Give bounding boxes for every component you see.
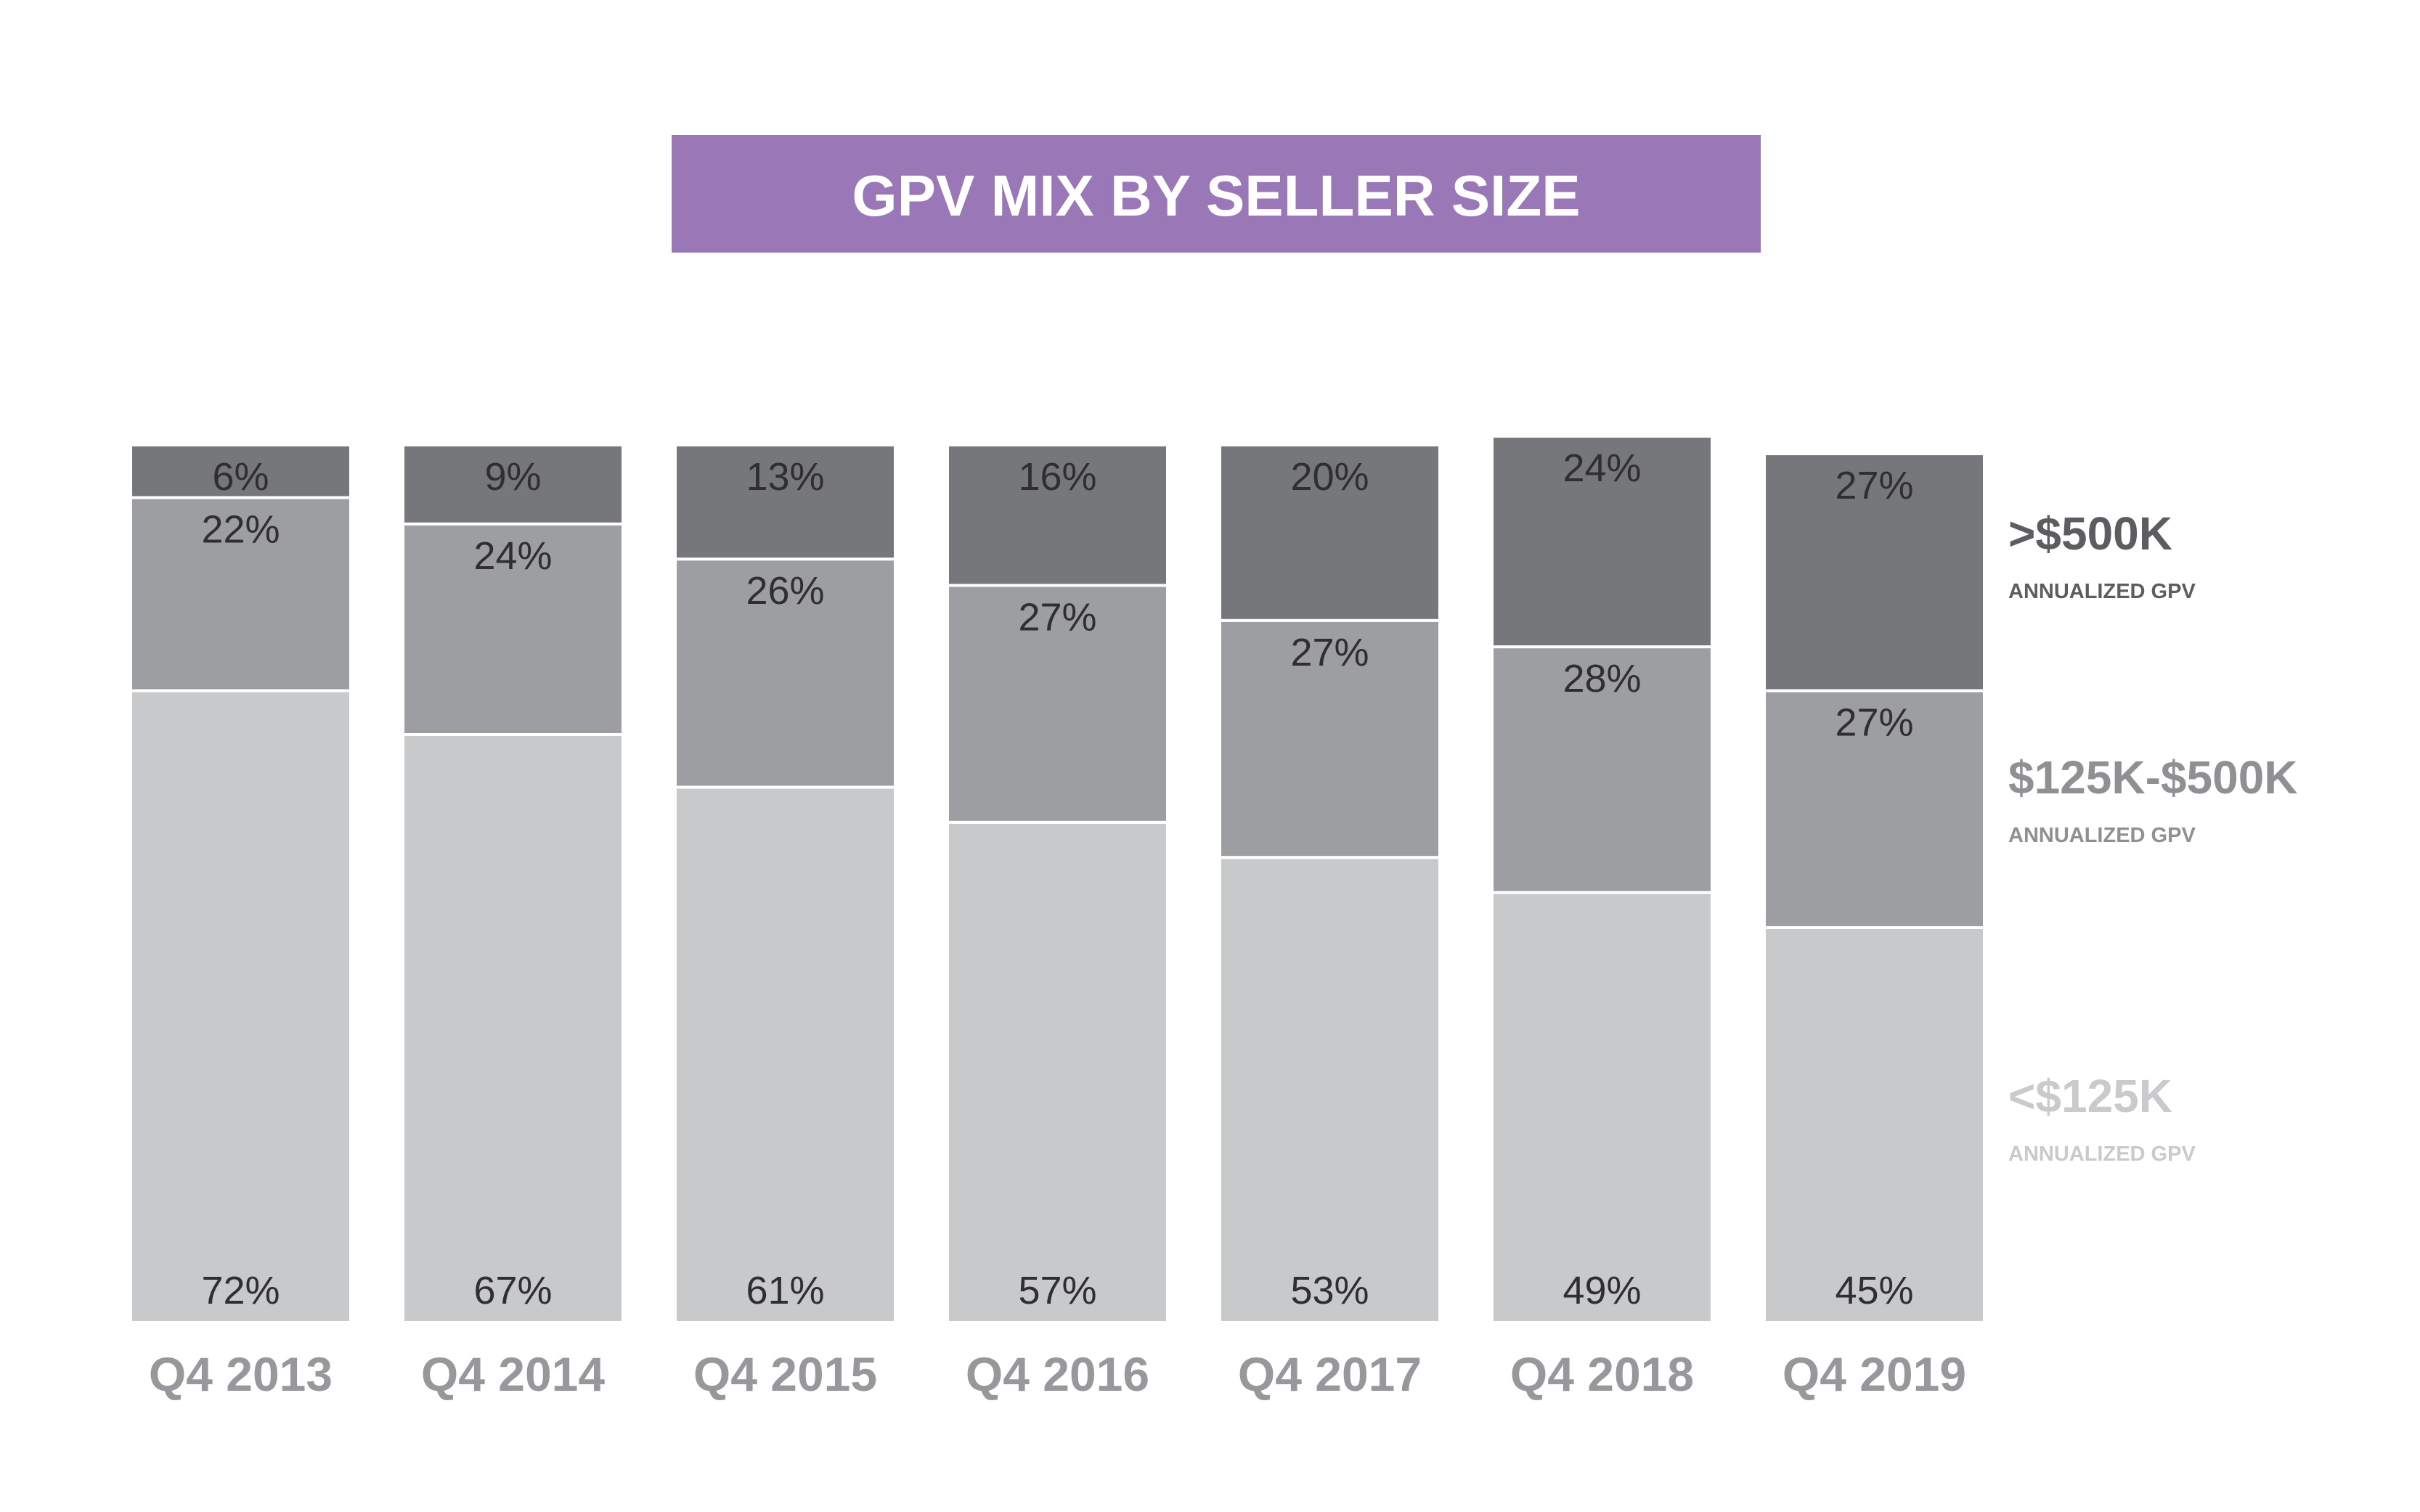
value-label: 6% <box>212 455 269 499</box>
bar-q4-2014-seg-1 <box>402 522 624 736</box>
category-label: Q4 2013 <box>149 1347 333 1401</box>
value-label: 28% <box>1563 657 1641 700</box>
bar-q4-2013-seg-0 <box>129 689 352 1324</box>
bar-q4-2016-seg-2 <box>946 444 1169 587</box>
bar-q4-2014-seg-2 <box>402 444 624 526</box>
bar-q4-2013-seg-2 <box>129 444 352 499</box>
bar-q4-2016-seg-0 <box>946 820 1169 1324</box>
value-label: 45% <box>1835 1269 1913 1312</box>
category-labels-group: Q4 2013 Q4 2014 Q4 2015 Q4 2016 Q4 2017 Q4 20… <box>149 1347 1966 1401</box>
bar-q4-2014-seg-0 <box>402 732 624 1324</box>
bar-q4-2015-seg-0 <box>674 785 897 1324</box>
category-label: Q4 2019 <box>1783 1347 1966 1401</box>
bar-q4-2018-seg-1 <box>1491 645 1714 894</box>
value-label: 27% <box>1835 464 1913 507</box>
bar-q4-2013-seg-1 <box>129 496 352 692</box>
bar-q4-2017-seg-0 <box>1218 856 1441 1324</box>
bar-q4-2019-seg-0 <box>1763 925 1986 1324</box>
category-label: Q4 2014 <box>421 1347 605 1401</box>
bars-group <box>129 434 1986 1324</box>
bar-q4-2019-seg-1 <box>1763 689 1986 929</box>
legend-sublabel: ANNUALIZED GPV <box>2008 580 2196 603</box>
bar-q4-2016-seg-1 <box>946 584 1169 824</box>
bar-q4-2015-seg-1 <box>674 557 897 789</box>
bar-q4-2017-seg-2 <box>1218 444 1441 622</box>
value-label: 26% <box>746 569 824 613</box>
value-label: 49% <box>1563 1269 1641 1312</box>
bar-q4-2018-seg-0 <box>1491 891 1714 1324</box>
title-banner <box>672 135 1761 253</box>
value-label: 16% <box>1018 455 1096 499</box>
legend: >$500K ANNUALIZED GPV $125K-$500K ANNUALIZE… <box>2008 507 2298 1166</box>
bar-q4-2018-seg-2 <box>1491 434 1714 649</box>
category-label: Q4 2016 <box>966 1347 1149 1401</box>
bar-q4-2015-seg-2 <box>674 444 897 561</box>
chart-title-text: GPV MIX BY SELLER SIZE <box>852 163 1580 228</box>
value-label: 22% <box>201 508 280 552</box>
value-label: 72% <box>201 1269 280 1312</box>
value-label: 67% <box>473 1269 552 1312</box>
value-label: 9% <box>484 455 541 499</box>
value-label: 20% <box>1290 455 1369 499</box>
value-label: 27% <box>1835 701 1913 745</box>
value-label: 27% <box>1290 631 1369 674</box>
value-label: 27% <box>1018 595 1096 639</box>
value-label: 53% <box>1290 1269 1369 1312</box>
value-label: 13% <box>746 455 824 499</box>
value-label: 24% <box>473 534 552 578</box>
value-label: 24% <box>1563 446 1641 490</box>
category-label: Q4 2015 <box>693 1347 877 1401</box>
value-labels-group: 72% 22% 6% 67% 24% 9% 61% 26% 13% 57% 27% 16% 53% 27%… <box>201 446 1913 1312</box>
value-label: 57% <box>1018 1269 1096 1312</box>
legend-sublabel: ANNUALIZED GPV <box>2008 1143 2196 1166</box>
category-label: Q4 2018 <box>1510 1347 1694 1401</box>
bar-q4-2019-seg-2 <box>1763 452 1986 692</box>
legend-sublabel: ANNUALIZED GPV <box>2008 824 2196 847</box>
category-label: Q4 2017 <box>1238 1347 1422 1401</box>
value-label: 61% <box>746 1269 824 1312</box>
legend-label: $125K-$500K <box>2008 751 2298 804</box>
chart-title: GPV MIX BY SELLER SIZE <box>672 135 1761 253</box>
legend-label: >$500K <box>2008 507 2172 560</box>
bar-q4-2017-seg-1 <box>1218 618 1441 859</box>
legend-label: <$125K <box>2008 1070 2172 1122</box>
